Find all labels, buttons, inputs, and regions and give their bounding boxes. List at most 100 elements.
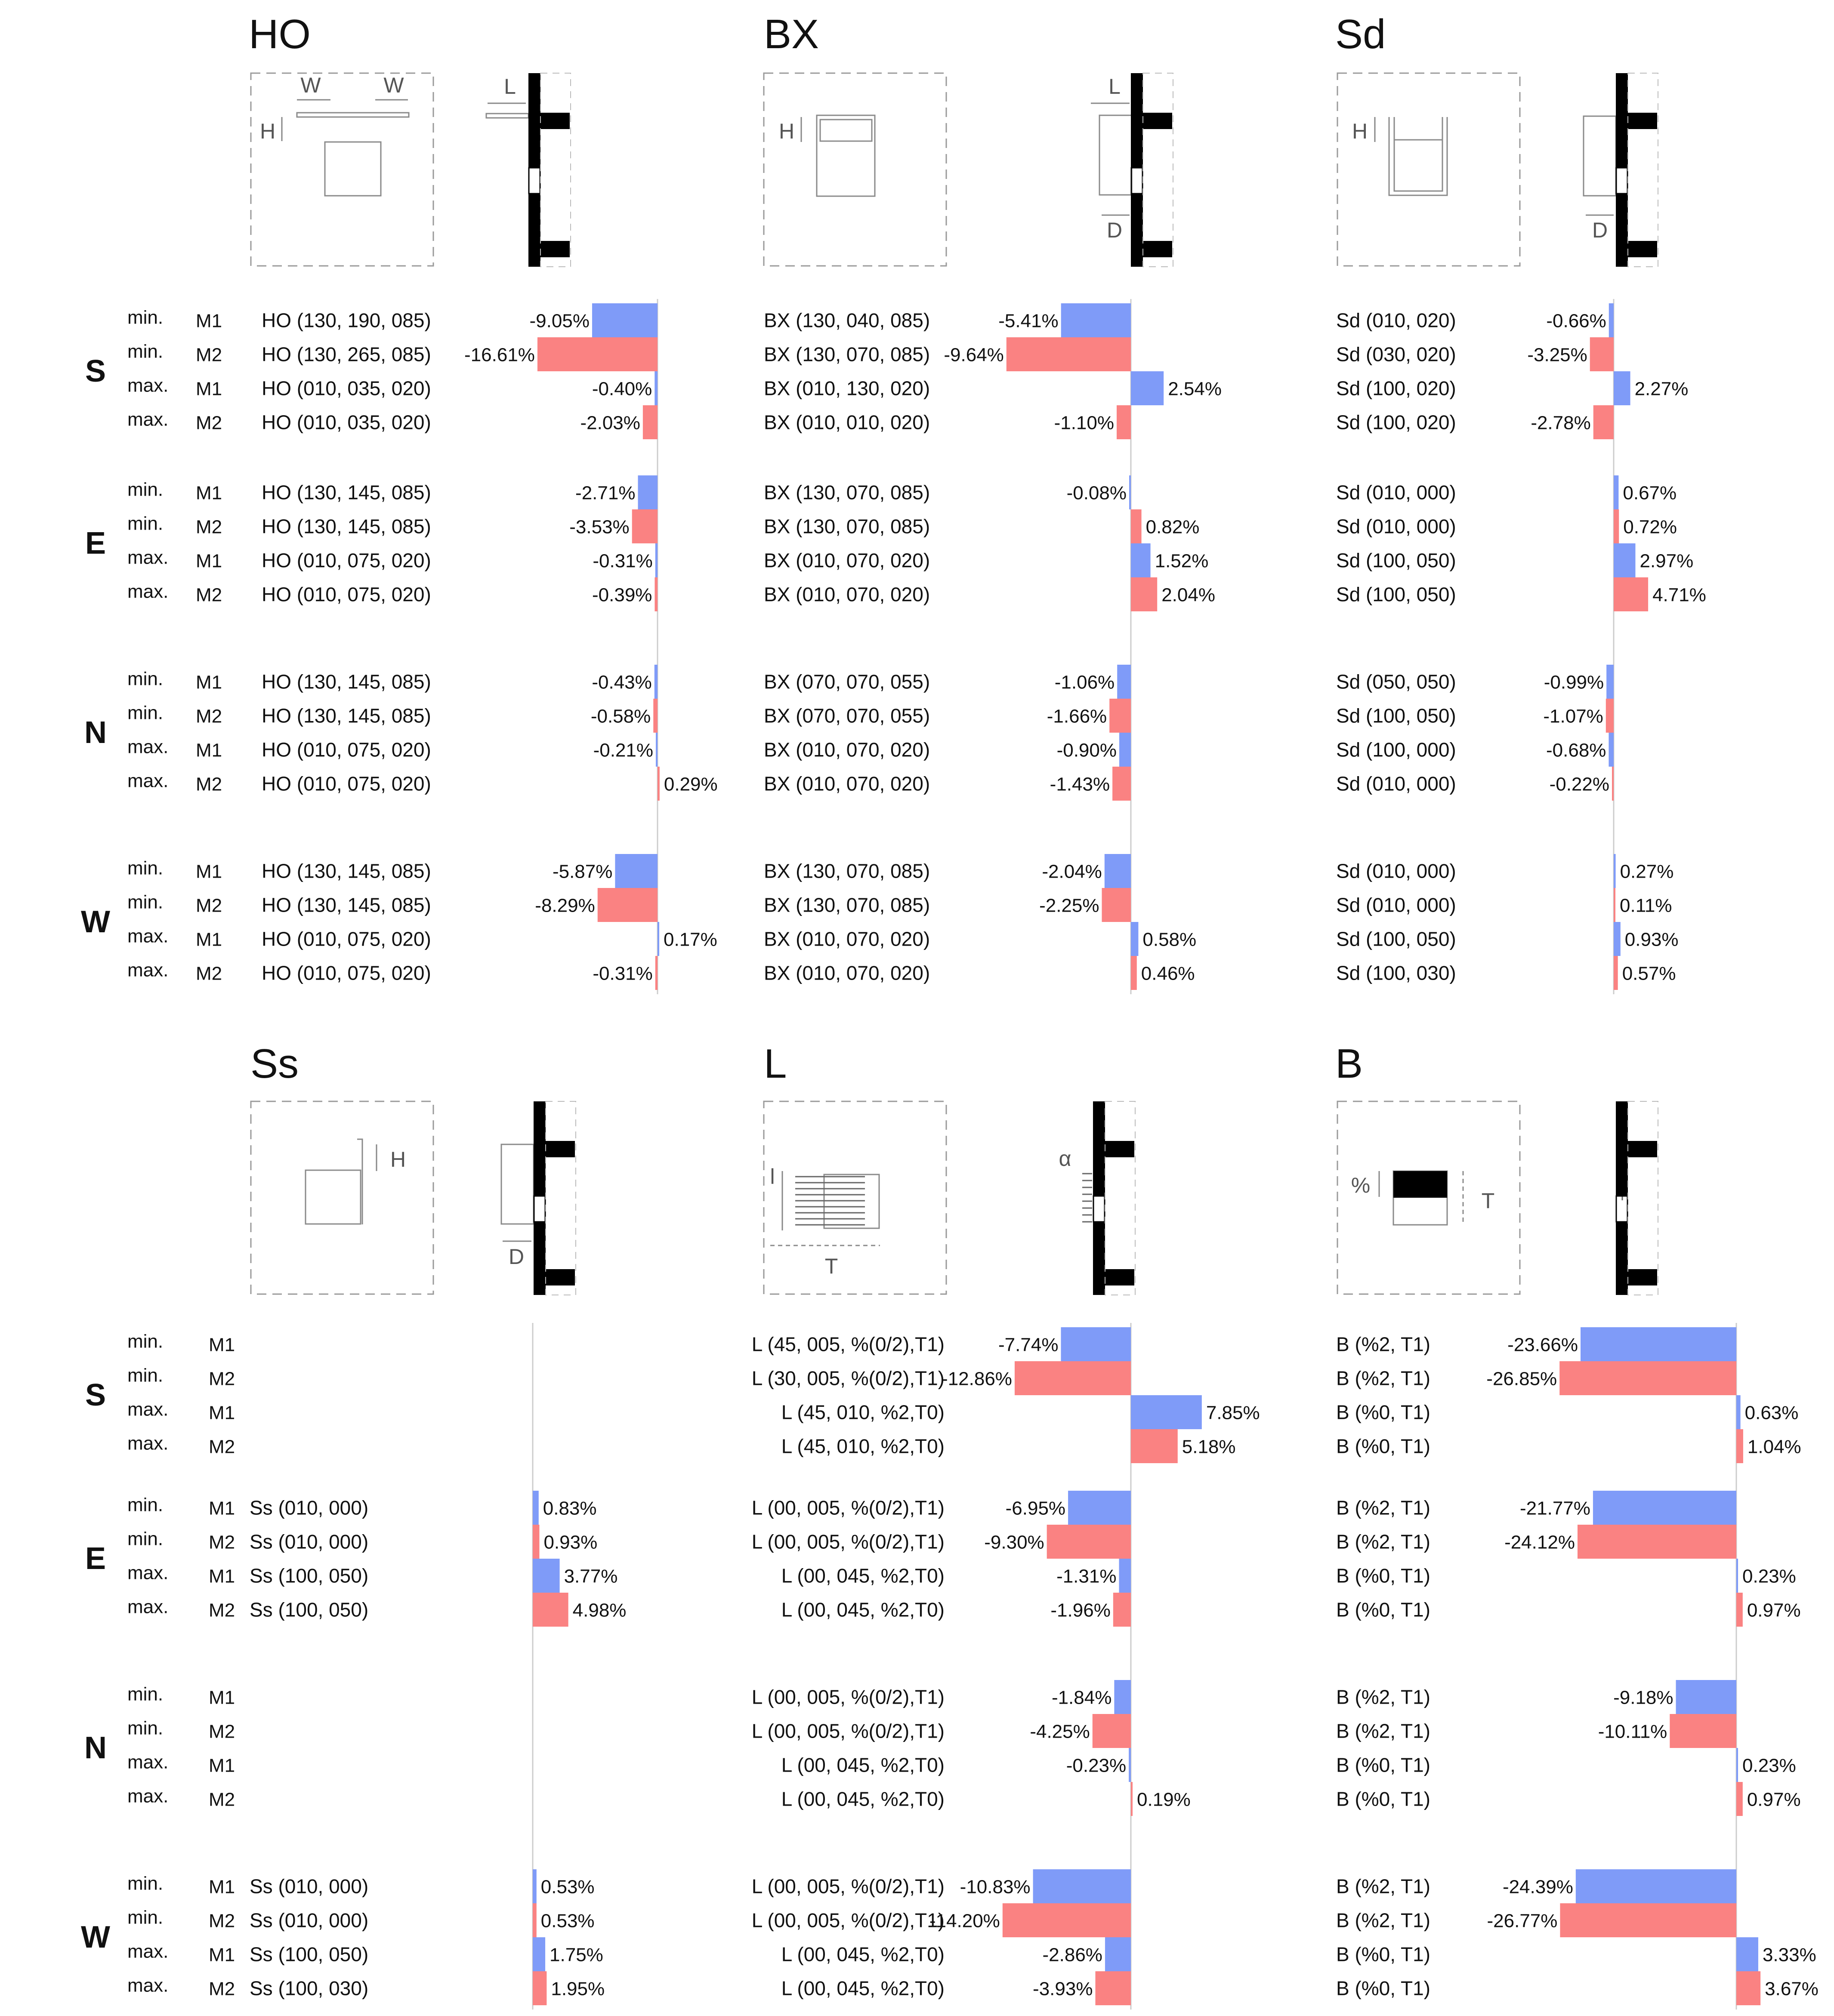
fin-section	[500, 1144, 534, 1225]
value-label: -0.22%	[1550, 774, 1609, 795]
value-label: 0.67%	[1623, 483, 1677, 504]
blind-fill	[1393, 1171, 1447, 1198]
section-frame	[540, 73, 571, 267]
model-label: M2	[209, 1600, 235, 1621]
bar-M1	[1614, 543, 1636, 577]
config-label: B (%2, T1)	[1336, 1333, 1430, 1356]
value-label: 0.97%	[1747, 1789, 1801, 1810]
bar-M1	[1131, 1395, 1202, 1429]
config-label: BX (130, 070, 085)	[764, 481, 930, 504]
dim-label-alpha: α	[1059, 1147, 1071, 1171]
bar-M1	[533, 1491, 539, 1525]
config-label: BX (130, 070, 085)	[764, 343, 930, 366]
window-glass	[533, 1195, 546, 1223]
bar-M2	[1006, 337, 1131, 371]
model-label: M1	[209, 1566, 235, 1587]
config-label: L (00, 005, %(0/2),T1)	[752, 1875, 945, 1898]
bar-M2	[1559, 1361, 1736, 1395]
bar-M2	[1131, 1429, 1178, 1463]
panel-BX: BX BX (130, 040, 085) -5.41% BX (130, 070, …	[764, 11, 1222, 994]
bar-M1	[1131, 371, 1164, 405]
config-label: HO (010, 035, 020)	[262, 377, 431, 400]
config-label: BX (010, 070, 020)	[764, 549, 930, 572]
value-label: -2.78%	[1531, 413, 1590, 434]
config-label: HO (130, 145, 085)	[262, 705, 431, 727]
panel-Ss: Ss Ss (010, 000) 0.83% Ss (010, 000) 0.93% Ss…	[250, 1041, 626, 2010]
wall-lower	[1131, 194, 1172, 267]
elevation-frame	[763, 1100, 947, 1295]
value-label: -21.77%	[1520, 1498, 1590, 1519]
value-label: 2.54%	[1168, 379, 1222, 400]
config-label: BX (130, 070, 085)	[764, 894, 930, 916]
bar-M1	[533, 1937, 546, 1971]
model-label: M1	[196, 672, 222, 693]
bound-label: min.	[127, 858, 163, 879]
bound-label: max.	[127, 1941, 168, 1962]
model-label: M1	[209, 1877, 235, 1898]
wall-upper	[1616, 73, 1657, 168]
config-label: HO (010, 075, 020)	[262, 928, 431, 950]
bar-M1	[655, 543, 658, 577]
config-label: BX (010, 070, 020)	[764, 583, 930, 606]
config-label: Sd (100, 050)	[1336, 928, 1456, 950]
config-label: L (45, 005, %(0/2),T1)	[752, 1333, 945, 1356]
bar-M1	[1068, 1491, 1131, 1525]
model-label: M2	[196, 895, 222, 916]
bar-M1	[1609, 303, 1614, 337]
bar-M2	[1131, 577, 1158, 611]
value-label: -0.58%	[591, 706, 651, 727]
value-label: -7.74%	[998, 1335, 1058, 1356]
wall-upper	[534, 1101, 575, 1196]
config-label: L (00, 045, %2,T0)	[781, 1788, 945, 1810]
value-label: 5.18%	[1182, 1436, 1236, 1458]
dim-label-D: D	[1107, 218, 1122, 242]
bar-M2	[1002, 1903, 1131, 1937]
config-label: HO (130, 145, 085)	[262, 894, 431, 916]
dim-label-T: T	[1482, 1189, 1495, 1213]
bar-M2	[1614, 888, 1615, 922]
model-label: M1	[209, 1335, 235, 1356]
bound-label: min.	[127, 1718, 163, 1739]
bar-M1	[533, 1559, 560, 1593]
bound-label: max.	[127, 926, 168, 947]
value-label: -5.41%	[998, 311, 1058, 332]
bar-M1	[1736, 1559, 1738, 1593]
config-label: Sd (100, 020)	[1336, 411, 1456, 434]
direction-label-N: N	[84, 1731, 107, 1765]
value-label: -9.30%	[984, 1532, 1044, 1553]
value-label: -16.61%	[464, 345, 535, 366]
config-label: L (00, 005, %(0/2),T1)	[752, 1497, 945, 1519]
config-label: Sd (100, 000)	[1336, 739, 1456, 761]
value-label: 0.23%	[1742, 1566, 1796, 1587]
config-label: B (%2, T1)	[1336, 1367, 1430, 1390]
config-label: HO (010, 075, 020)	[262, 739, 431, 761]
config-label: Sd (100, 050)	[1336, 705, 1456, 727]
dim-label-H: H	[390, 1147, 406, 1171]
box-frame-outline	[816, 114, 876, 197]
value-label: -1.06%	[1055, 672, 1115, 693]
direction-label-W: W	[81, 1920, 110, 1954]
config-label: HO (130, 265, 085)	[262, 343, 431, 366]
value-label: -23.66%	[1507, 1335, 1578, 1356]
config-label: HO (010, 075, 020)	[262, 773, 431, 795]
panel-L: L L (45, 005, %(0/2),T1) -7.74% L (30, 005,…	[752, 1041, 1260, 2010]
value-label: -0.66%	[1546, 311, 1606, 332]
dim-label-percent: %	[1351, 1173, 1370, 1197]
value-label: -2.03%	[580, 413, 640, 434]
bound-label: max.	[127, 960, 168, 981]
value-label: -2.71%	[575, 483, 635, 504]
dim-label-D: D	[509, 1245, 524, 1269]
value-label: 0.63%	[1745, 1403, 1799, 1424]
bar-M2	[533, 1593, 568, 1627]
wall-upper	[1616, 1101, 1657, 1196]
wall-lower	[528, 194, 570, 267]
bar-M1	[1114, 1680, 1131, 1714]
value-label: -0.08%	[1067, 483, 1127, 504]
bar-M2	[1047, 1525, 1131, 1559]
model-label: M1	[209, 1755, 235, 1776]
value-label: -0.39%	[592, 585, 652, 606]
bound-label: max.	[127, 1752, 168, 1773]
config-label: Sd (010, 000)	[1336, 860, 1456, 882]
value-label: -24.12%	[1504, 1532, 1575, 1553]
config-label: B (%0, T1)	[1336, 1565, 1430, 1587]
